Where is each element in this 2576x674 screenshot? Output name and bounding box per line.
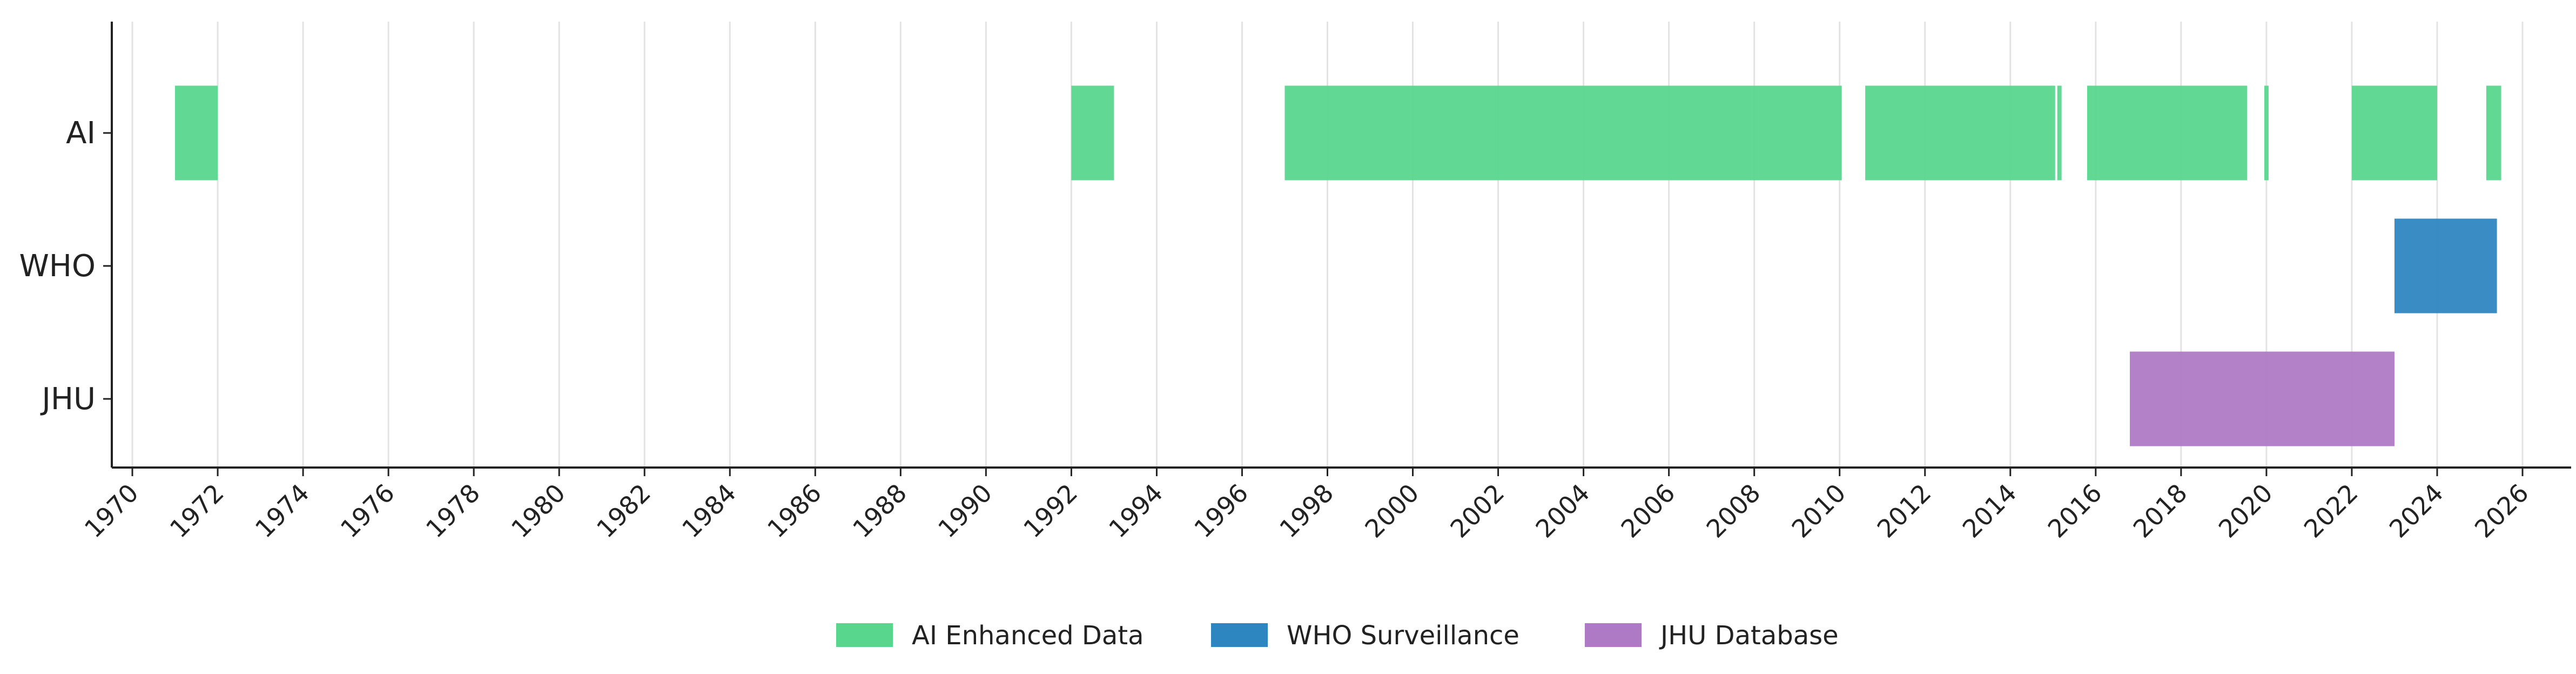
x-tick-label: 1994 — [1103, 478, 1168, 544]
x-tick-label: 1990 — [932, 478, 998, 544]
x-tick-label: 2002 — [1444, 478, 1510, 544]
x-tick-label: 2024 — [2384, 478, 2449, 544]
timeline-bar — [2087, 85, 2248, 181]
x-tick-label: 2022 — [2298, 478, 2364, 544]
x-tick-label: 1978 — [420, 478, 486, 544]
x-tick-label: 1988 — [847, 478, 912, 544]
x-tick-label: 1986 — [762, 478, 827, 544]
x-tick-label: 1998 — [1274, 478, 1339, 544]
x-tick-label: 2000 — [1359, 478, 1424, 544]
x-tick-label: 2018 — [2128, 478, 2193, 544]
x-tick-label: 2004 — [1530, 478, 1595, 544]
timeline-bar — [1071, 85, 1114, 181]
timeline-bar — [2394, 218, 2497, 313]
legend-label: AI Enhanced Data — [912, 620, 1144, 651]
x-tick-label: 1970 — [79, 478, 144, 544]
x-tick-label: 2016 — [2042, 478, 2108, 544]
timeline-bar — [2264, 85, 2269, 181]
timeline-bar — [2486, 85, 2501, 181]
x-tick-label: 2006 — [1615, 478, 1680, 544]
y-tick-label: AI — [66, 116, 96, 151]
x-tick-label: 2008 — [1700, 478, 1766, 544]
x-tick-label: 1982 — [591, 478, 656, 544]
bars-layer — [175, 85, 2501, 446]
x-tick-label: 1976 — [335, 478, 400, 544]
x-tick-label: 1996 — [1188, 478, 1254, 544]
timeline-bar — [1284, 85, 1842, 181]
x-tick-label: 1992 — [1018, 478, 1083, 544]
y-tick-label: JHU — [40, 382, 96, 417]
timeline-bar — [2057, 85, 2062, 181]
timeline-bar — [1865, 85, 2055, 181]
x-tick-label: 1972 — [164, 478, 230, 544]
timeline-bar — [2130, 351, 2395, 446]
legend-swatch — [1211, 623, 1268, 647]
legend-label: WHO Surveillance — [1287, 620, 1519, 651]
legend-swatch — [836, 623, 893, 647]
legend-label: JHU Database — [1659, 620, 1839, 651]
x-tick-label: 2026 — [2469, 478, 2534, 544]
x-tick-label: 1980 — [506, 478, 571, 544]
legend-swatch — [1585, 623, 1642, 647]
y-tick-label: WHO — [19, 249, 96, 284]
legend: AI Enhanced Data WHO Surveillance JHU Data… — [836, 620, 1839, 651]
x-tick-label: 1984 — [676, 478, 742, 544]
timeline-bar — [2351, 85, 2437, 181]
timeline-bar — [175, 85, 218, 181]
x-tick-label: 2012 — [1872, 478, 1937, 544]
x-tick-label: 2010 — [1786, 478, 1852, 544]
x-tick-label: 1974 — [250, 478, 315, 544]
x-tick-label: 2014 — [1957, 478, 2022, 544]
x-tick-label: 2020 — [2213, 478, 2278, 544]
